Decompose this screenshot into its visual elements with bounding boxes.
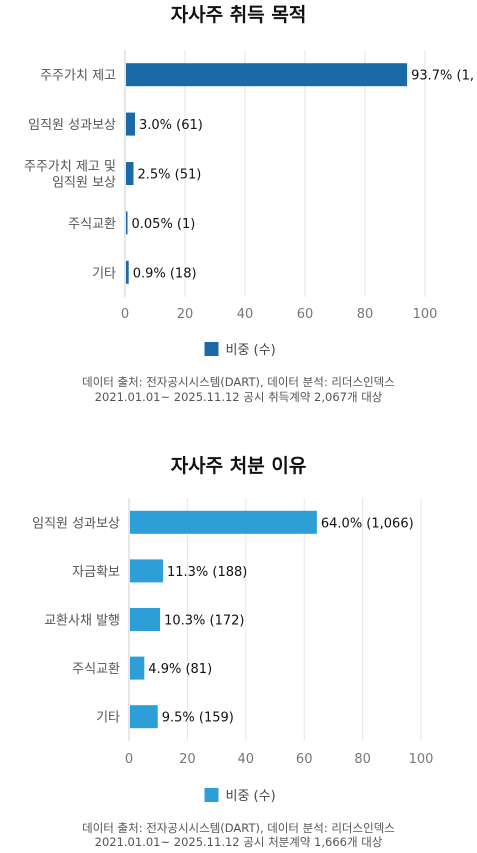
x-tick-label: 100 [409, 752, 434, 767]
x-tick-label: 40 [238, 752, 255, 767]
data-label: 93.7% (1, [411, 69, 474, 84]
x-tick-label: 60 [297, 307, 314, 322]
legend-swatch [204, 342, 219, 356]
scope-note: 2021.01.01~ 2025.11.12 공시 처분계약 1,666개 대상 [95, 835, 383, 849]
category-label: 주주가치 제고 및 [24, 160, 116, 175]
bar [130, 559, 163, 583]
source-note: 데이터 출처: 전자공시시스템(DART), 데이터 분석: 리더스인덱스 [82, 821, 395, 835]
x-tick-label: 60 [296, 752, 313, 767]
bar [130, 656, 145, 680]
bar [130, 510, 317, 534]
data-label: 2.5% (51) [138, 168, 202, 183]
scope-note: 2021.01.01~ 2025.11.12 공시 취득계약 2,067개 대상 [95, 390, 383, 404]
bar [130, 705, 158, 729]
category-label: 임직원 성과보상 [28, 118, 116, 133]
data-label: 0.05% (1) [132, 217, 196, 232]
x-tick-label: 20 [177, 307, 194, 322]
chart-title: 자사주 처분 이유 [171, 455, 307, 477]
bar [126, 260, 129, 284]
x-tick-label: 100 [413, 307, 438, 322]
bar [126, 112, 135, 136]
data-label: 4.9% (81) [148, 662, 212, 677]
category-label: 임직원 성과보상 [32, 516, 120, 531]
x-tick-label: 80 [357, 307, 374, 322]
bar [126, 211, 128, 235]
data-label: 0.9% (18) [133, 266, 197, 281]
category-label: 주식교환 [68, 217, 116, 232]
disposal-reason-chart-svg: 자사주 처분 이유 0 20 40 60 80 100 64.0% (1,066) 임직원 성과… [32, 455, 434, 849]
data-label: 9.5% (159) [162, 711, 234, 726]
category-label: 기타 [96, 711, 120, 726]
category-label: 기타 [92, 266, 116, 281]
data-label: 64.0% (1,066) [321, 516, 414, 531]
bar [126, 162, 134, 185]
acquisition-purpose-chart: 자사주 취득 목적 0 20 40 60 80 100 93.7% (1, 주주가치 제고 3.0… [0, 0, 477, 410]
chart-title: 자사주 취득 목적 [171, 4, 307, 26]
disposal-reason-chart: 자사주 처분 이유 0 20 40 60 80 100 64.0% (1,066) 임직원 성과… [0, 445, 477, 853]
bar [126, 63, 408, 87]
legend-label: 비중 (수) [226, 789, 276, 804]
bar [130, 608, 161, 631]
x-tick-label: 0 [125, 752, 133, 767]
category-label: 자금확보 [72, 565, 120, 580]
x-tick-label: 0 [121, 307, 129, 322]
x-tick-label: 80 [354, 752, 371, 767]
source-note: 데이터 출처: 전자공시시스템(DART), 데이터 분석: 리더스인덱스 [82, 375, 395, 389]
data-label: 11.3% (188) [167, 565, 247, 580]
x-tick-label: 40 [237, 307, 254, 322]
x-tick-label: 20 [179, 752, 196, 767]
category-label: 주식교환 [72, 662, 120, 677]
category-label: 임직원 보상 [52, 176, 116, 191]
acquisition-purpose-chart-svg: 자사주 취득 목적 0 20 40 60 80 100 93.7% (1, 주주가치 제고 3.0… [24, 4, 474, 404]
category-label: 교환사채 발행 [44, 613, 120, 629]
category-label: 주주가치 제고 [40, 69, 116, 84]
data-label: 10.3% (172) [164, 614, 244, 629]
legend-swatch [204, 788, 219, 802]
legend-label: 비중 (수) [226, 343, 276, 358]
data-label: 3.0% (61) [139, 118, 203, 133]
